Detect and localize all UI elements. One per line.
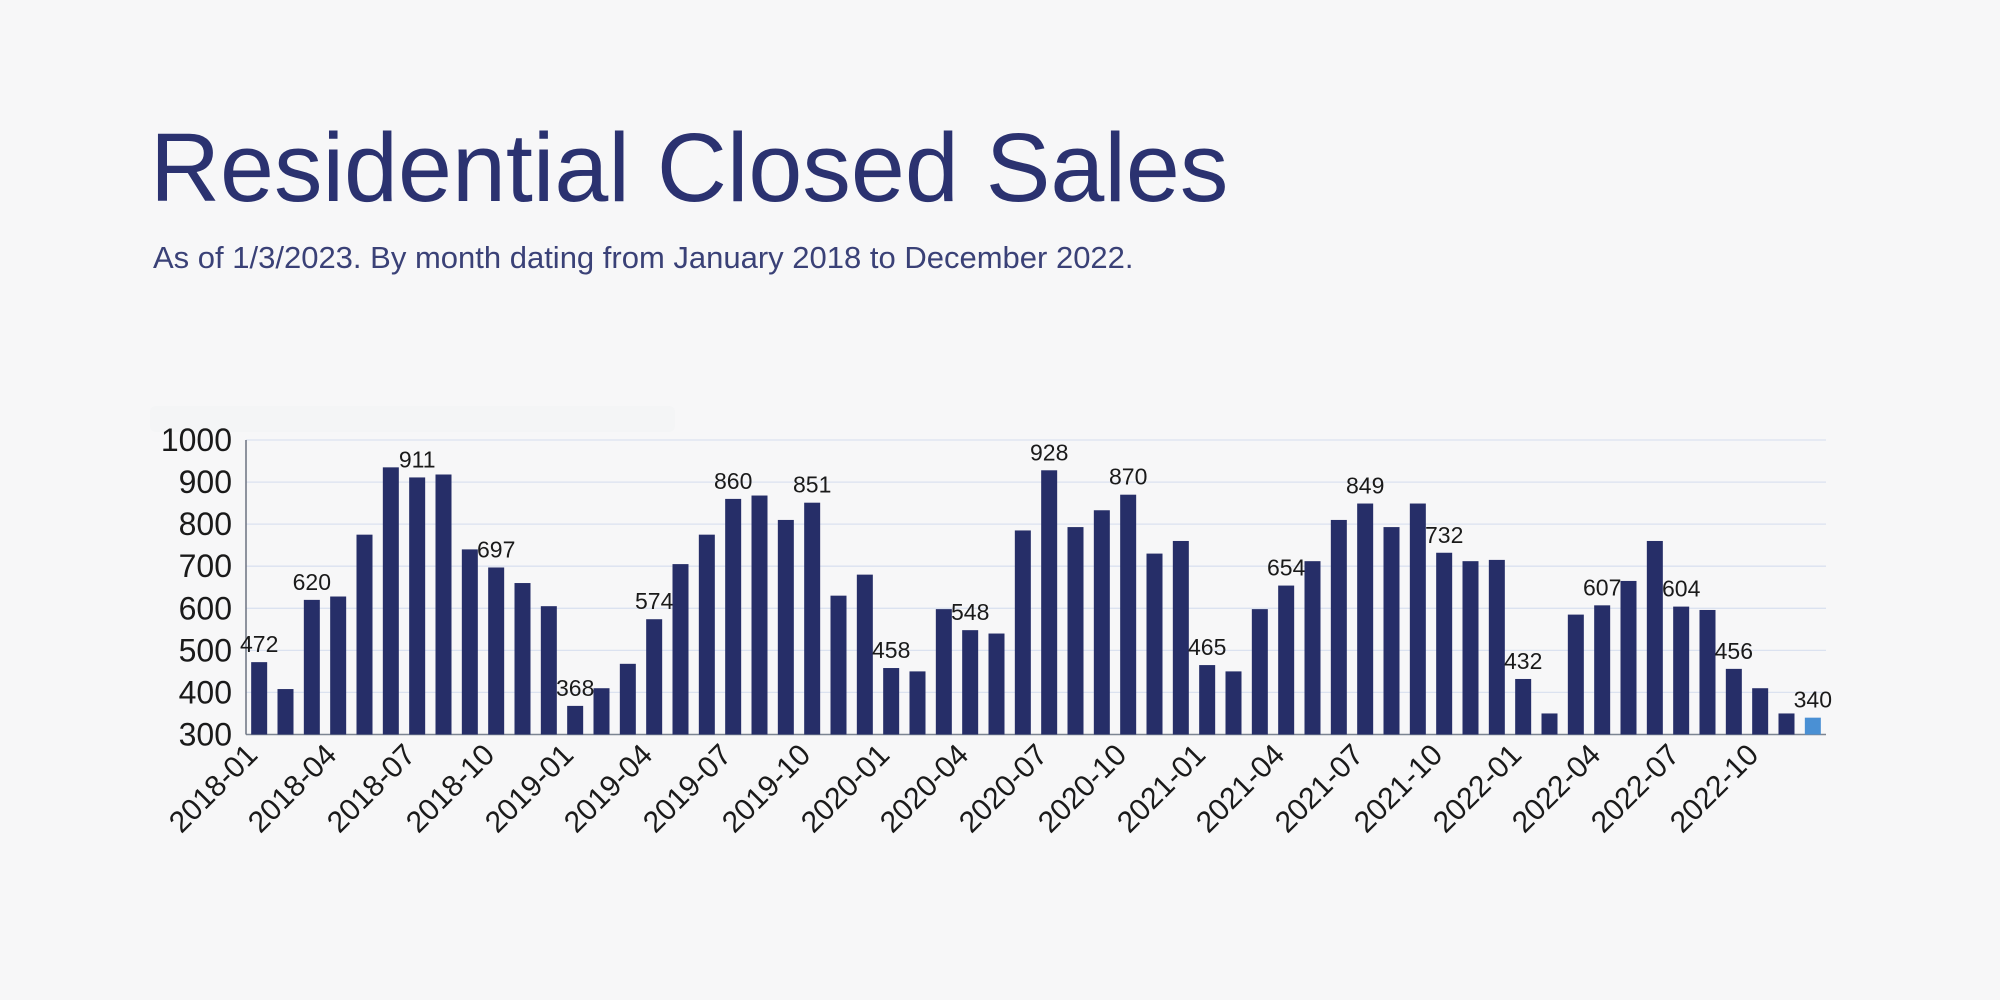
svg-text:654: 654: [1267, 555, 1306, 581]
svg-text:620: 620: [293, 569, 331, 595]
svg-text:368: 368: [556, 675, 594, 701]
svg-text:607: 607: [1583, 574, 1621, 600]
svg-text:340: 340: [1794, 687, 1832, 713]
svg-text:472: 472: [240, 631, 278, 657]
svg-text:697: 697: [477, 537, 515, 563]
svg-text:1000: 1000: [161, 422, 232, 458]
svg-text:500: 500: [179, 632, 232, 668]
svg-text:900: 900: [179, 464, 232, 500]
svg-text:400: 400: [179, 674, 232, 710]
svg-text:300: 300: [179, 717, 232, 753]
svg-text:2022-10: 2022-10: [1664, 738, 1765, 839]
svg-text:928: 928: [1030, 439, 1068, 465]
svg-text:849: 849: [1346, 473, 1384, 499]
svg-text:548: 548: [951, 599, 989, 625]
svg-text:604: 604: [1662, 576, 1701, 602]
svg-text:911: 911: [399, 446, 436, 472]
svg-text:732: 732: [1425, 522, 1463, 548]
svg-text:700: 700: [179, 548, 232, 584]
svg-text:465: 465: [1188, 634, 1226, 660]
svg-text:600: 600: [179, 590, 232, 626]
svg-text:574: 574: [635, 588, 674, 614]
svg-text:432: 432: [1504, 648, 1542, 674]
svg-text:870: 870: [1109, 464, 1147, 490]
svg-text:860: 860: [714, 468, 752, 494]
svg-text:456: 456: [1715, 638, 1753, 664]
svg-text:458: 458: [872, 637, 910, 663]
svg-text:851: 851: [793, 472, 831, 498]
svg-text:800: 800: [179, 506, 232, 542]
